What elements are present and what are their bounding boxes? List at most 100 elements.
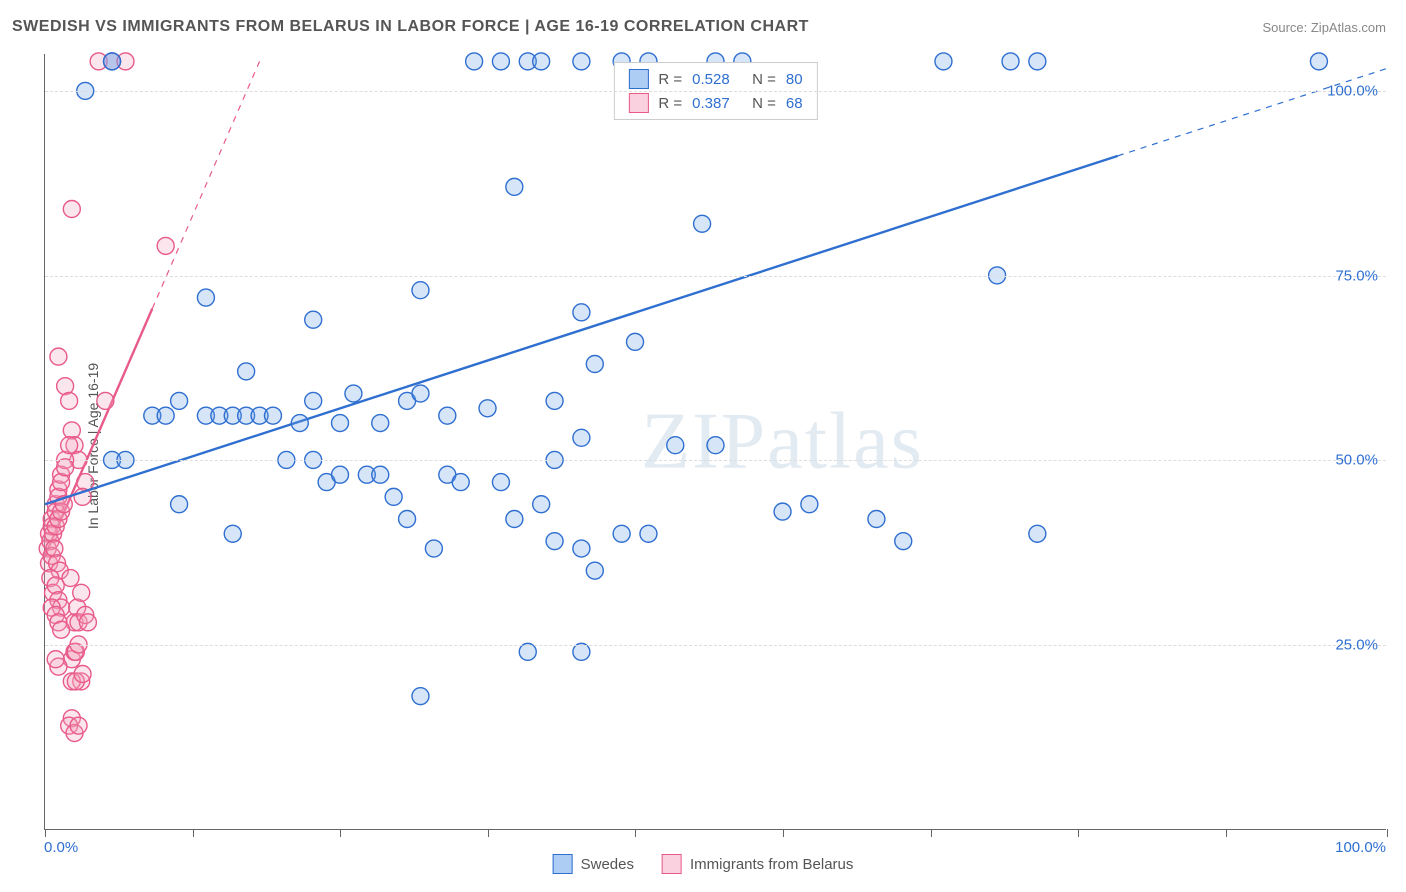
n-value: 68 [786,95,803,112]
plot-area: ZIPatlas R =0.528N =80R =0.387N =68 25.0… [44,54,1386,830]
data-point [97,392,114,409]
data-point [613,525,630,542]
data-point [61,392,78,409]
n-label: N = [752,95,776,112]
data-point [197,289,214,306]
swatch-icon [628,93,648,113]
data-point [1029,525,1046,542]
data-point [546,392,563,409]
data-point [104,53,121,70]
data-point [694,215,711,232]
data-point [157,407,174,424]
x-tick [1387,829,1388,837]
r-value: 0.387 [692,95,742,112]
x-tick [635,829,636,837]
gridline [45,645,1386,646]
data-point [707,437,724,454]
data-point [640,525,657,542]
series-legend: Swedes Immigrants from Belarus [553,854,854,874]
data-point [345,385,362,402]
stats-row: R = 0.387 N = 68 [614,91,816,115]
swatch-icon [553,854,573,874]
data-point [372,415,389,432]
r-label: R = [658,95,682,112]
gridline [45,276,1386,277]
data-point [305,392,322,409]
data-point [667,437,684,454]
data-point [332,466,349,483]
x-tick [1226,829,1227,837]
x-tick [488,829,489,837]
chart-container: SWEDISH VS IMMIGRANTS FROM BELARUS IN LA… [0,0,1406,892]
y-axis-tick-label: 25.0% [1335,637,1378,654]
legend-item-belarus: Immigrants from Belarus [662,854,853,874]
data-point [452,474,469,491]
data-point [157,237,174,254]
data-point [305,311,322,328]
source-name: ZipAtlas.com [1311,20,1386,35]
data-point [573,540,590,557]
data-point [332,415,349,432]
data-point [412,282,429,299]
data-point [372,466,389,483]
data-point [63,201,80,218]
legend-label: Immigrants from Belarus [690,856,853,873]
data-point [238,363,255,380]
data-point [73,584,90,601]
swatch-icon [628,69,648,89]
r-label: R = [658,71,682,88]
data-point [46,540,63,557]
data-point [546,533,563,550]
x-tick [340,829,341,837]
data-point [492,474,509,491]
data-point [74,666,91,683]
data-point [627,333,644,350]
stats-row: R =0.528N =80 [614,67,816,91]
data-point [506,178,523,195]
data-point [868,511,885,528]
data-point [935,53,952,70]
data-point [385,488,402,505]
data-point [801,496,818,513]
source-attribution: Source: ZipAtlas.com [1262,20,1386,35]
y-axis-tick-label: 100.0% [1327,82,1378,99]
legend-item-swedes: Swedes [553,854,634,874]
gridline [45,460,1386,461]
data-point [573,304,590,321]
data-point [533,53,550,70]
data-point [586,562,603,579]
data-point [466,53,483,70]
data-point [1029,53,1046,70]
data-point [61,437,78,454]
source-prefix: Source: [1262,20,1310,35]
data-point [171,496,188,513]
data-point [264,407,281,424]
y-axis-tick-label: 50.0% [1335,452,1378,469]
data-point [439,407,456,424]
data-point [774,503,791,520]
swatch-icon [662,854,682,874]
x-tick [931,829,932,837]
chart-title: SWEDISH VS IMMIGRANTS FROM BELARUS IN LA… [12,18,809,36]
data-point [53,621,70,638]
data-point [47,651,64,668]
gridline [45,91,1386,92]
data-point [1002,53,1019,70]
x-tick [783,829,784,837]
r-value: 0.528 [692,71,742,88]
data-point [171,392,188,409]
data-point [62,570,79,587]
data-point [895,533,912,550]
data-point [63,422,80,439]
data-point [291,415,308,432]
x-axis-tick-label: 100.0% [1335,839,1386,856]
x-tick [45,829,46,837]
data-point [506,511,523,528]
data-point [425,540,442,557]
data-point [1310,53,1327,70]
legend-label: Swedes [581,856,634,873]
n-label: N = [752,71,776,88]
x-tick [193,829,194,837]
data-point [573,53,590,70]
data-point [399,511,416,528]
